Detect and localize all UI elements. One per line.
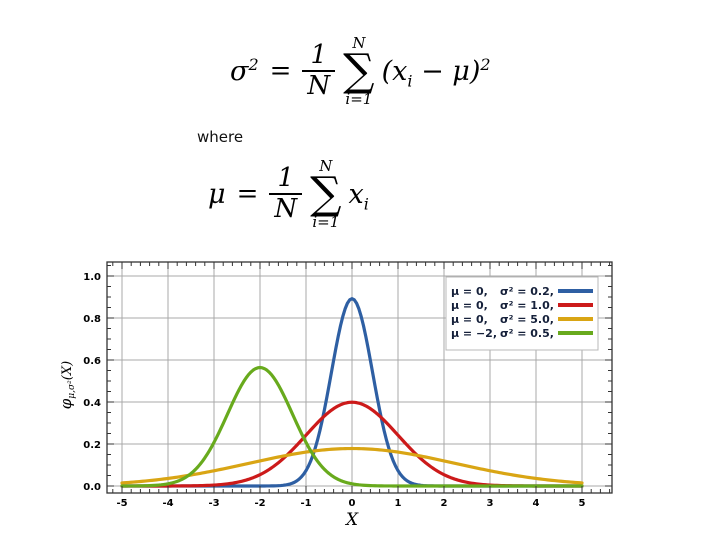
where-label: where <box>197 128 244 146</box>
x-tick-label: -1 <box>300 498 311 509</box>
legend-mu-label: μ = 0, <box>451 285 488 298</box>
x-tick-label: -5 <box>116 498 127 509</box>
pdf-curves <box>120 297 584 488</box>
x-axis-label: X <box>344 510 359 530</box>
x-tick-label: -4 <box>162 498 173 509</box>
y-tick-label: 0.2 <box>83 440 101 451</box>
distribution-plot-svg: μ = 0, σ² = 0.2, μ = 0, σ² = 1.0, μ = 0, σ² =… <box>57 261 613 530</box>
tick-labels: -5 -4 -3 -2 -1 0 1 2 3 4 5 0.0 0.2 0.4 0.6 0.8 1.0 <box>83 272 585 509</box>
x-tick-label: 3 <box>487 498 494 509</box>
summation: N ∑ i=1 <box>310 156 342 231</box>
variance-formula: σ2 = 1 N N ∑ i=1 (xi − μ)2 <box>230 33 491 108</box>
legend-sigma-label: σ² = 0.5, <box>500 327 554 340</box>
normal-distribution-chart: μ = 0, σ² = 0.2, μ = 0, σ² = 1.0, μ = 0, σ² =… <box>55 252 620 537</box>
x-tick-label: 2 <box>441 498 448 509</box>
fraction-one-over-n: 1 N <box>302 41 336 101</box>
y-tick-label: 0.8 <box>83 314 101 325</box>
legend-sigma-label: σ² = 1.0, <box>500 299 554 312</box>
legend-sigma-label: σ² = 0.2, <box>500 285 554 298</box>
curve-3 <box>120 365 584 488</box>
sigma-sum-icon: ∑ <box>343 45 375 97</box>
y-tick-label: 1.0 <box>83 272 101 283</box>
x-tick-label: 0 <box>349 498 356 509</box>
plot-frame <box>106 261 613 494</box>
y-tick-label: 0.6 <box>83 356 101 367</box>
x-tick-label: 4 <box>533 498 540 509</box>
legend-mu-label: μ = 0, <box>451 299 488 312</box>
fraction-one-over-n: 1 N <box>269 164 303 224</box>
x-tick-label: -3 <box>208 498 219 509</box>
equals-sign: = <box>236 179 259 209</box>
mean-term: xi <box>348 178 369 213</box>
fraction-bar <box>269 193 303 195</box>
y-tick-label: 0.0 <box>83 482 101 493</box>
fraction-bar <box>302 70 336 72</box>
x-tick-label: -2 <box>254 498 265 509</box>
equals-sign: = <box>269 56 292 86</box>
y-axis-label: φμ,σ²(X) <box>57 361 77 409</box>
axis-ticks <box>107 262 612 493</box>
legend-mu-label: μ = 0, <box>451 313 488 326</box>
curve-2 <box>120 446 584 485</box>
variance-lhs: σ2 <box>230 54 259 87</box>
mean-lhs: μ <box>208 178 226 210</box>
y-tick-label: 0.4 <box>83 398 101 409</box>
legend-sigma-label: σ² = 5.0, <box>500 313 554 326</box>
x-tick-label: 1 <box>395 498 402 509</box>
variance-term: (xi − μ)2 <box>381 54 491 90</box>
x-tick-label: 5 <box>579 498 586 509</box>
legend-mu-label: μ = −2, <box>451 327 497 340</box>
mean-formula: μ = 1 N N ∑ i=1 xi <box>208 156 369 232</box>
summation: N ∑ i=1 <box>343 33 375 108</box>
legend: μ = 0, σ² = 0.2, μ = 0, σ² = 1.0, μ = 0, σ² =… <box>445 276 599 351</box>
sigma-sum-icon: ∑ <box>310 168 342 220</box>
